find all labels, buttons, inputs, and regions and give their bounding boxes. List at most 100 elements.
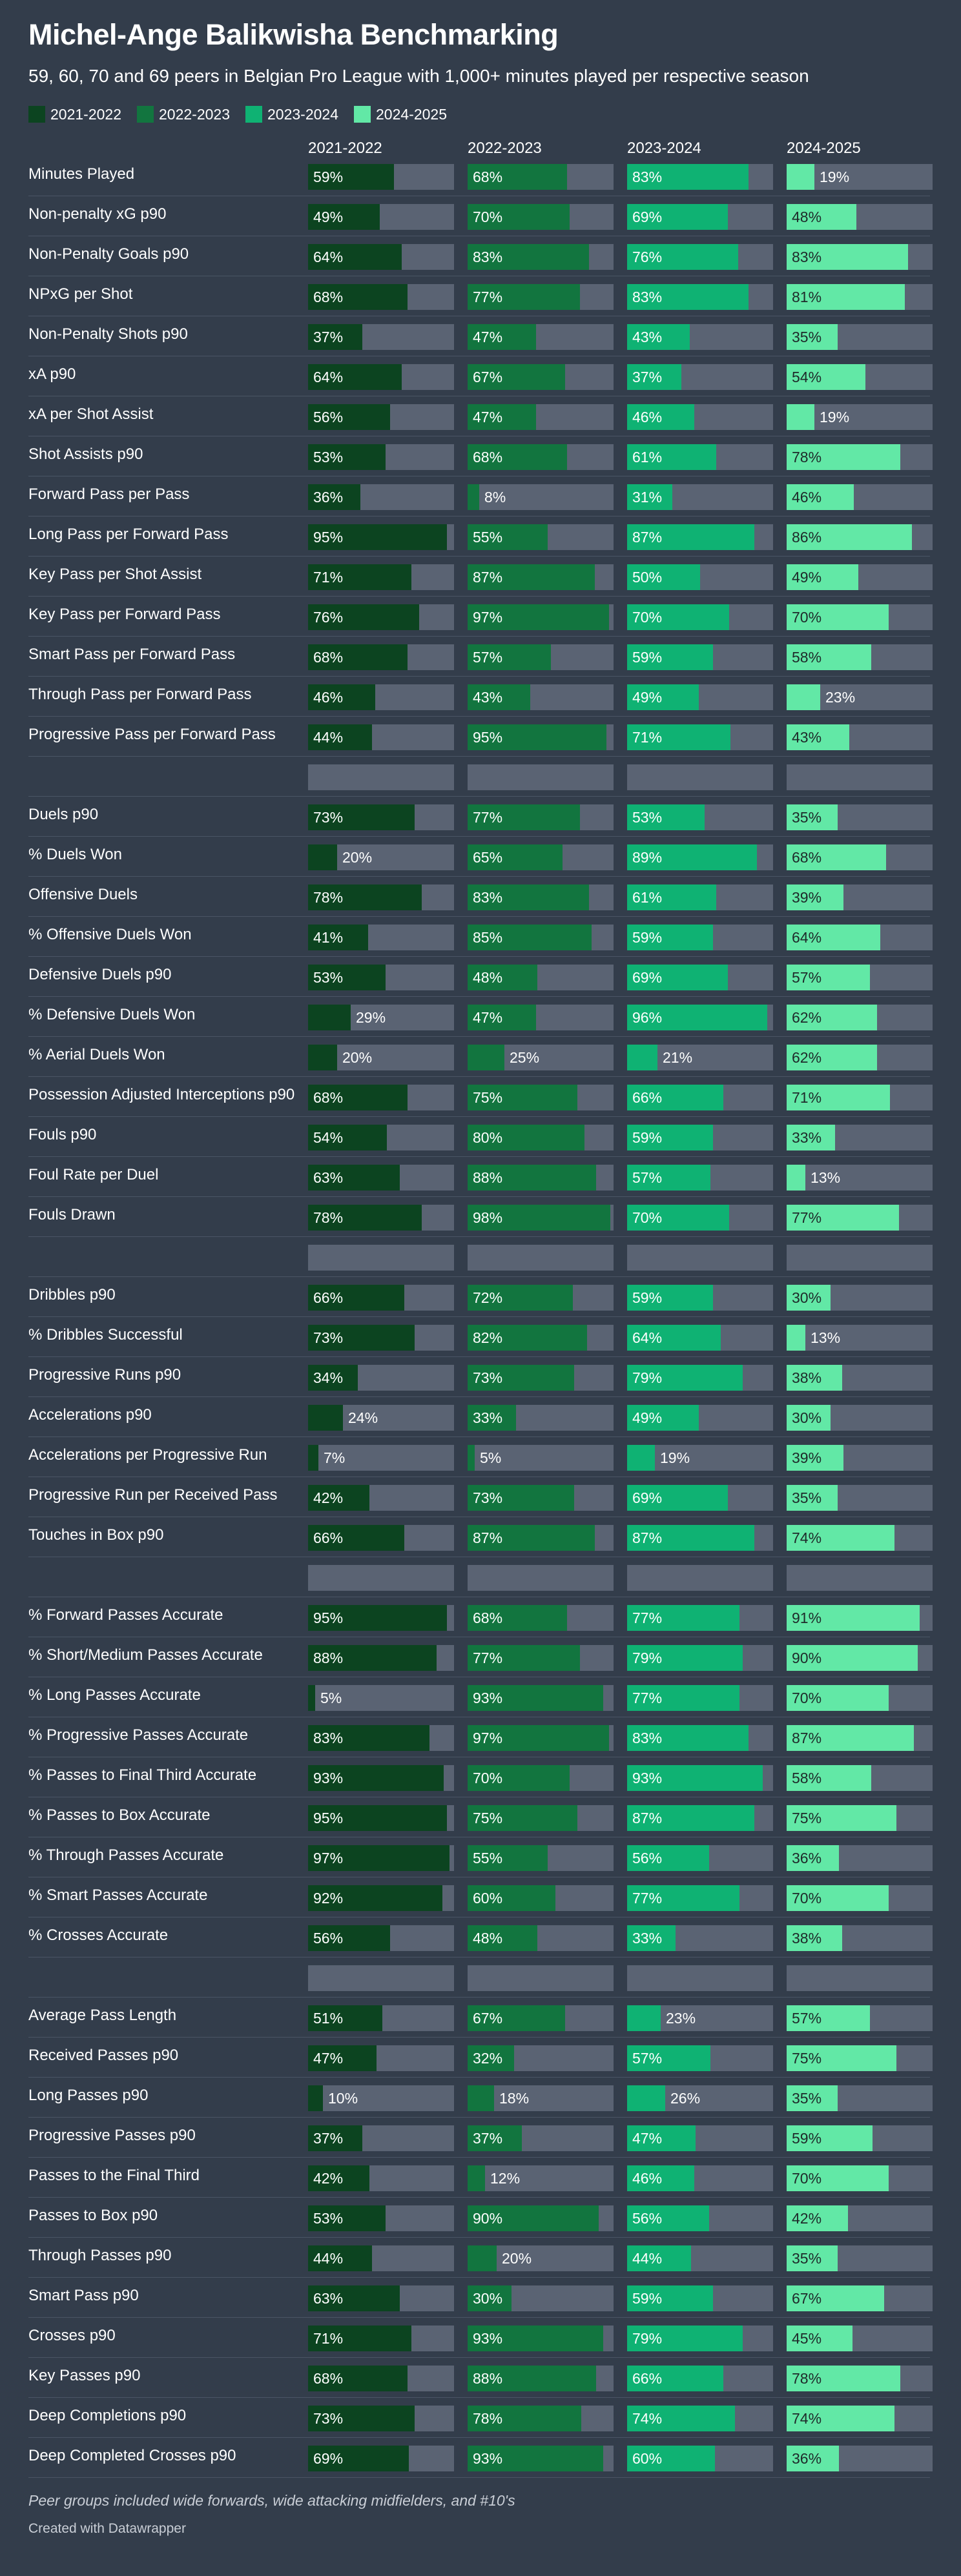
bar-fill — [787, 1645, 918, 1671]
bar-value-label: 70% — [632, 609, 663, 626]
bar-track — [627, 1965, 773, 1991]
bar-value-label: 88% — [473, 1169, 503, 1186]
legend-label: 2022-2023 — [159, 105, 230, 123]
bar-fill — [787, 2446, 839, 2471]
bar-value-label: 47% — [313, 2050, 344, 2067]
bar-fill — [627, 2326, 743, 2351]
bar-track: 42% — [308, 1485, 454, 1511]
bar-fill — [308, 244, 402, 270]
bar-value-label: 90% — [473, 2210, 503, 2227]
bar-fill — [308, 1205, 422, 1231]
bar-fill — [627, 604, 729, 630]
bar-value-label: 80% — [473, 1129, 503, 1146]
bar-track: 75% — [468, 1085, 614, 1110]
bar-track: 18% — [468, 2085, 614, 2111]
metric-label: % Aerial Duels Won — [28, 1046, 165, 1063]
bar-track: 95% — [308, 1605, 454, 1631]
bar-fill — [468, 1845, 548, 1871]
column-header: 2021-2022 — [308, 139, 382, 157]
bar-fill — [468, 2045, 514, 2071]
bar-track: 33% — [787, 1125, 933, 1150]
metric-row: Offensive Duels 78% 83% 61% 39% — [0, 877, 961, 917]
bar-value-label: 83% — [792, 249, 822, 265]
metric-label: % Defensive Duels Won — [28, 1006, 196, 1023]
metric-row: Touches in Box p90 66% 87% 87% 74% — [0, 1517, 961, 1557]
bar-fill — [468, 444, 567, 470]
metric-label: Fouls Drawn — [28, 1206, 116, 1223]
bar-fill — [627, 1725, 749, 1751]
bar-fill — [627, 1405, 699, 1431]
bar-value-label: 44% — [632, 2250, 663, 2267]
bar-value-label: 35% — [792, 1489, 822, 1506]
bar-value-label: 69% — [313, 2450, 344, 2467]
bar-track: 36% — [787, 2446, 933, 2471]
bar-track: 81% — [787, 284, 933, 310]
bar-value-label: 38% — [792, 1930, 822, 1947]
bar-value-label: 96% — [632, 1009, 663, 1026]
metric-row: NPxG per Shot 68% 77% 83% 81% — [0, 276, 961, 316]
bar-value-label: 46% — [792, 489, 822, 506]
bar-value-label: 59% — [632, 1129, 663, 1146]
metric-label: % Crosses Accurate — [28, 1927, 169, 1944]
bar-track: 76% — [627, 244, 773, 270]
bar-fill — [308, 2045, 377, 2071]
metric-row: Received Passes p90 47% 32% 57% 75% — [0, 2038, 961, 2078]
bar-fill — [308, 204, 380, 230]
bar-fill — [468, 1125, 584, 1150]
metric-label: Crosses p90 — [28, 2327, 116, 2344]
bar-value-label: 50% — [632, 569, 663, 586]
bar-track: 95% — [308, 524, 454, 550]
bar-value-label: 76% — [632, 249, 663, 265]
bar-fill — [308, 2005, 382, 2031]
bar-fill — [787, 2005, 870, 2031]
bar-fill — [627, 364, 681, 390]
bar-value-label: 75% — [473, 1810, 503, 1826]
legend-swatch — [28, 106, 45, 123]
legend-label: 2024-2025 — [376, 105, 447, 123]
bar-fill — [468, 2005, 565, 2031]
bar-value-label: 33% — [792, 1129, 822, 1146]
bar-track: 91% — [787, 1605, 933, 1631]
bar-track: 83% — [468, 884, 614, 910]
bar-track: 34% — [308, 1365, 454, 1391]
bar-value-label: 12% — [490, 2170, 521, 2187]
bar-value-label: 33% — [473, 1409, 503, 1426]
bar-value-label: 75% — [473, 1089, 503, 1106]
bar-value-label: 58% — [792, 1770, 822, 1786]
bar-value-label: 57% — [792, 969, 822, 986]
bar-track: 89% — [627, 844, 773, 870]
bar-value-label: 54% — [792, 369, 822, 385]
bar-fill — [308, 2326, 411, 2351]
row-divider — [28, 1196, 930, 1197]
bar-value-label: 70% — [792, 1690, 822, 1706]
bar-value-label: 19% — [660, 1449, 690, 1466]
bar-track: 73% — [308, 1325, 454, 1351]
row-divider — [28, 2117, 930, 2118]
bar-fill — [627, 844, 757, 870]
bar-track: 30% — [468, 2285, 614, 2311]
bar-value-label: 32% — [473, 2050, 503, 2067]
bar-fill — [308, 1045, 337, 1070]
row-divider — [28, 2237, 930, 2238]
bar-track: 46% — [787, 484, 933, 510]
bar-track: 49% — [627, 1405, 773, 1431]
metric-label: Long Pass per Forward Pass — [28, 526, 229, 543]
metric-label: Duels p90 — [28, 806, 99, 823]
bar-value-label: 46% — [632, 409, 663, 425]
row-divider — [28, 996, 930, 997]
bar-value-label: 70% — [792, 1890, 822, 1906]
bar-track: 75% — [787, 2045, 933, 2071]
bar-value-label: 29% — [356, 1009, 386, 1026]
bar-value-label: 21% — [663, 1049, 693, 1066]
bar-value-label: 35% — [792, 809, 822, 826]
bar-track: 55% — [468, 524, 614, 550]
bar-value-label: 56% — [313, 409, 344, 425]
bar-track: 54% — [787, 364, 933, 390]
row-divider — [28, 596, 930, 597]
bar-value-label: 71% — [313, 2330, 344, 2347]
bar-fill — [308, 2165, 369, 2191]
bar-value-label: 71% — [792, 1089, 822, 1106]
bar-fill — [627, 1165, 710, 1191]
bar-fill — [787, 1765, 871, 1791]
bar-track — [468, 1245, 614, 1271]
